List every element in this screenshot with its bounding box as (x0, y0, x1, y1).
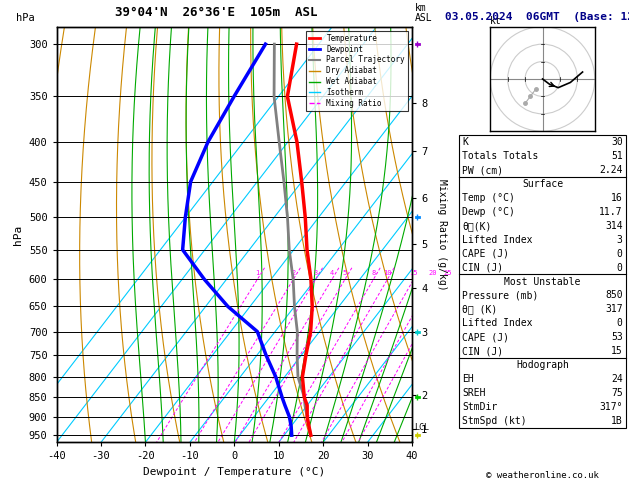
Text: 3: 3 (313, 270, 318, 276)
Text: θᴄ (K): θᴄ (K) (462, 304, 498, 314)
Text: 24: 24 (611, 374, 623, 384)
Text: Hodograph: Hodograph (516, 360, 569, 370)
Text: Dewp (°C): Dewp (°C) (462, 207, 515, 217)
Text: 53: 53 (611, 332, 623, 342)
Text: 15: 15 (611, 346, 623, 356)
Text: 2.24: 2.24 (599, 165, 623, 175)
Text: 25: 25 (444, 270, 452, 276)
Text: CAPE (J): CAPE (J) (462, 332, 509, 342)
Text: 4: 4 (330, 270, 334, 276)
Text: SREH: SREH (462, 388, 486, 398)
Text: Temp (°C): Temp (°C) (462, 193, 515, 203)
Y-axis label: hPa: hPa (13, 225, 23, 244)
Text: 0: 0 (617, 249, 623, 259)
Text: CIN (J): CIN (J) (462, 346, 503, 356)
Text: hPa: hPa (16, 13, 35, 23)
Text: 314: 314 (605, 221, 623, 231)
Text: 317: 317 (605, 304, 623, 314)
Text: StmDir: StmDir (462, 402, 498, 412)
Text: 850: 850 (605, 291, 623, 300)
Text: 317°: 317° (599, 402, 623, 412)
Text: 1B: 1B (611, 416, 623, 426)
Text: 39°04'N  26°36'E  105m  ASL: 39°04'N 26°36'E 105m ASL (115, 6, 318, 19)
Text: CAPE (J): CAPE (J) (462, 249, 509, 259)
Text: 1: 1 (255, 270, 260, 276)
Text: 75: 75 (611, 388, 623, 398)
Y-axis label: Mixing Ratio (g/kg): Mixing Ratio (g/kg) (437, 179, 447, 290)
Text: 0: 0 (617, 318, 623, 329)
Text: © weatheronline.co.uk: © weatheronline.co.uk (486, 471, 599, 480)
Text: CIN (J): CIN (J) (462, 262, 503, 273)
Text: 30: 30 (611, 137, 623, 147)
Text: StmSpd (kt): StmSpd (kt) (462, 416, 527, 426)
Text: 5: 5 (343, 270, 347, 276)
X-axis label: Dewpoint / Temperature (°C): Dewpoint / Temperature (°C) (143, 467, 325, 477)
Text: LCL: LCL (414, 423, 429, 433)
Text: 15: 15 (409, 270, 418, 276)
Text: PW (cm): PW (cm) (462, 165, 503, 175)
Text: 3: 3 (617, 235, 623, 245)
Text: Pressure (mb): Pressure (mb) (462, 291, 538, 300)
Text: 10: 10 (383, 270, 392, 276)
Text: Totals Totals: Totals Totals (462, 151, 538, 161)
Text: θᴄ(K): θᴄ(K) (462, 221, 492, 231)
Text: 20: 20 (428, 270, 437, 276)
Text: 03.05.2024  06GMT  (Base: 12): 03.05.2024 06GMT (Base: 12) (445, 12, 629, 22)
Text: km
ASL: km ASL (415, 3, 433, 23)
Text: Lifted Index: Lifted Index (462, 318, 533, 329)
Text: 0: 0 (617, 262, 623, 273)
Text: 11.7: 11.7 (599, 207, 623, 217)
Text: 51: 51 (611, 151, 623, 161)
Text: 2: 2 (291, 270, 296, 276)
Text: K: K (462, 137, 468, 147)
Text: Lifted Index: Lifted Index (462, 235, 533, 245)
Text: Surface: Surface (522, 179, 563, 189)
Text: 16: 16 (611, 193, 623, 203)
Text: kt: kt (490, 16, 502, 26)
Text: 8: 8 (371, 270, 376, 276)
Text: Most Unstable: Most Unstable (504, 277, 581, 287)
Text: EH: EH (462, 374, 474, 384)
Legend: Temperature, Dewpoint, Parcel Trajectory, Dry Adiabat, Wet Adiabat, Isotherm, Mi: Temperature, Dewpoint, Parcel Trajectory… (306, 31, 408, 111)
